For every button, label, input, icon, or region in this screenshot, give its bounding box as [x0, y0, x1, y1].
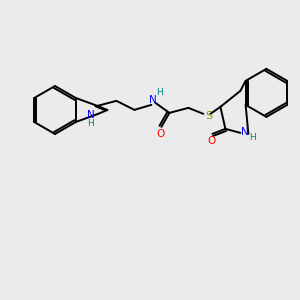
- Text: N: N: [148, 95, 156, 105]
- Text: H: H: [156, 88, 163, 98]
- Text: O: O: [207, 136, 215, 146]
- Text: N: N: [241, 127, 248, 137]
- Text: S: S: [205, 111, 212, 121]
- Text: H: H: [249, 134, 256, 142]
- Text: O: O: [156, 129, 164, 139]
- Text: N: N: [86, 110, 94, 120]
- Text: H: H: [87, 118, 94, 127]
